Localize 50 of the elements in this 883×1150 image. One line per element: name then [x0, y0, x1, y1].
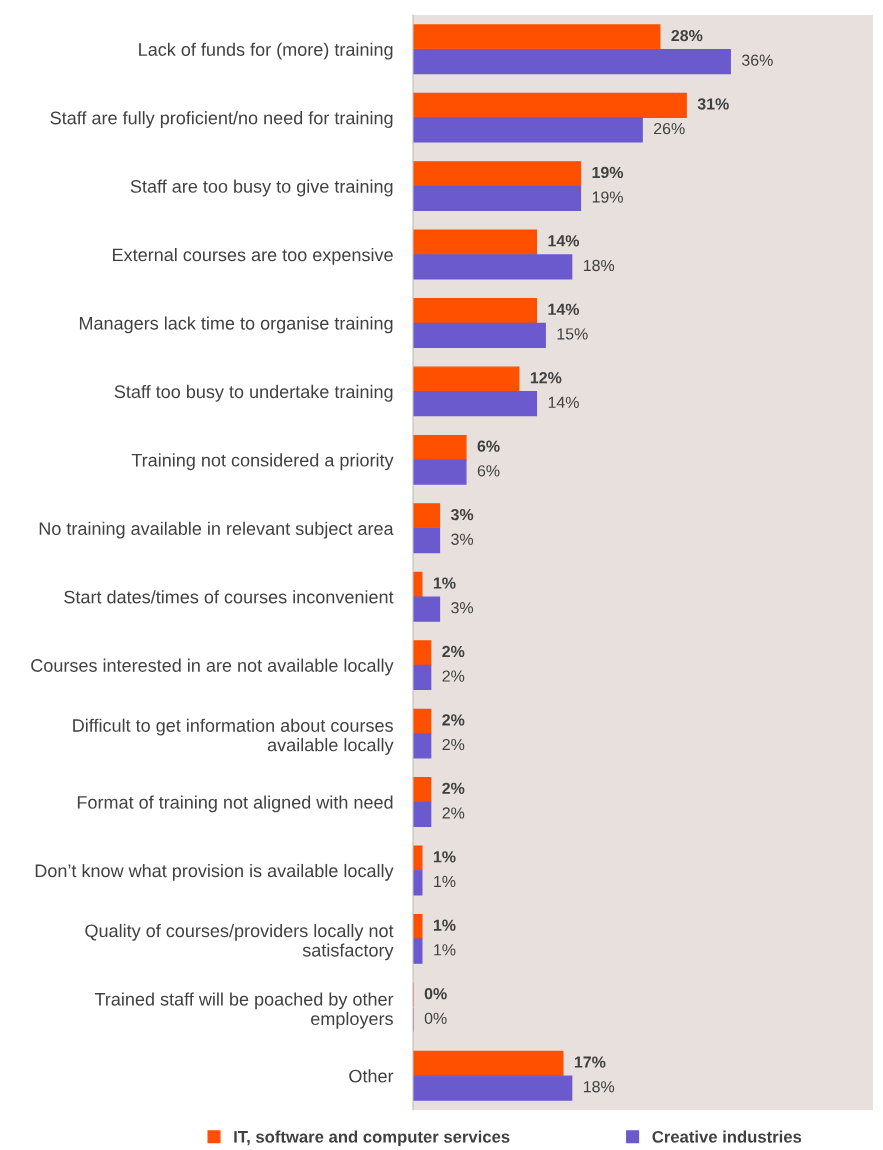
- data-label: 18%: [583, 1081, 615, 1093]
- data-label: 6%: [477, 440, 500, 452]
- y-tick-label: Lack of funds for (more) training: [139, 42, 393, 60]
- data-label: 12%: [530, 372, 562, 384]
- y-tick-label: Quality of courses/providers locally not satisfactory: [85, 923, 394, 961]
- data-label: 28%: [671, 29, 703, 42]
- y-tick-label: Staff too busy to undertake training: [114, 384, 393, 402]
- data-label: 17%: [574, 1056, 606, 1068]
- y-tick-label: Difficult to get information about courses available locally: [73, 718, 394, 755]
- y-tick-label: Staff are too busy to give training: [130, 179, 393, 197]
- data-label: 2%: [442, 738, 465, 751]
- y-tick-label: Format of training not aligned with need: [77, 795, 393, 813]
- legend-label: Creative industries: [652, 1130, 802, 1143]
- data-label: 26%: [654, 122, 685, 135]
- data-label: 3%: [450, 508, 474, 521]
- legend-label: IT, software and computer services: [234, 1130, 510, 1147]
- y-tick-label: No training available in relevant subject area: [39, 521, 394, 539]
- data-label: 2%: [442, 714, 465, 726]
- data-label: 2%: [442, 645, 465, 658]
- data-label: 2%: [442, 782, 465, 794]
- data-label: 19%: [592, 166, 624, 179]
- data-label: 2%: [442, 807, 465, 819]
- data-label: 1%: [433, 919, 456, 931]
- y-tick-label: Staff are fully proficient/no need for training: [50, 111, 393, 128]
- y-tick-label: External courses are too expensive: [113, 247, 393, 265]
- data-label: 15%: [557, 328, 588, 340]
- data-label: 14%: [548, 303, 580, 315]
- y-tick-label: Training not considered a priority: [131, 453, 394, 471]
- data-label: 14%: [548, 235, 580, 247]
- data-label: 14%: [548, 396, 579, 408]
- data-label: 1%: [434, 875, 456, 888]
- data-label: 36%: [741, 54, 773, 66]
- y-tick-label: Don’t know what provision is available locally: [35, 863, 394, 881]
- data-label: 31%: [697, 98, 729, 110]
- y-tick-label: Start dates/times of courses inconvenient: [64, 590, 394, 604]
- y-tick-label: Courses interested in are not available locally: [31, 658, 394, 676]
- data-label: 0%: [424, 1012, 447, 1024]
- data-label: 19%: [592, 191, 623, 203]
- y-tick-label: Other: [349, 1069, 394, 1083]
- y-tick-label: Managers lack time to organise training: [79, 316, 393, 334]
- data-label: 6%: [477, 465, 500, 477]
- data-label: 3%: [451, 533, 474, 545]
- data-label: 18%: [583, 259, 615, 272]
- data-label: 2%: [442, 670, 465, 682]
- data-label: 0%: [424, 988, 447, 1000]
- data-label: 1%: [434, 944, 456, 956]
- data-label: 3%: [451, 602, 474, 614]
- y-tick-label: Trained staff will be poached by other employers: [94, 992, 394, 1029]
- data-label: 1%: [433, 577, 456, 589]
- data-label: 1%: [433, 851, 456, 863]
